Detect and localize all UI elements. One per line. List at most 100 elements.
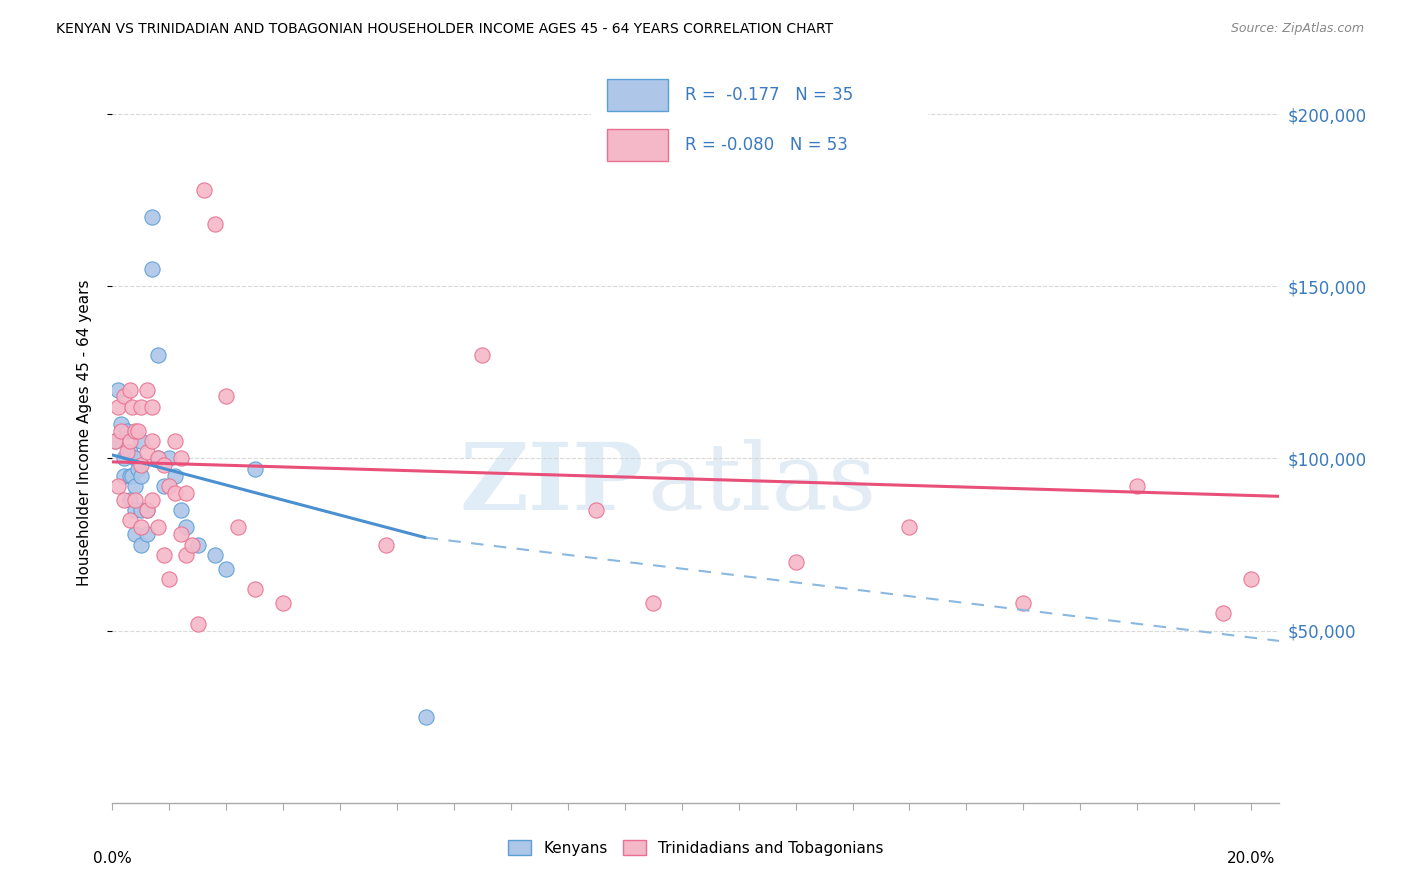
Point <box>124 451 146 466</box>
Text: 0.0%: 0.0% <box>93 851 132 866</box>
Point <box>118 444 141 458</box>
Point <box>471 348 494 362</box>
Point <box>112 468 135 483</box>
Point <box>141 262 163 277</box>
Point <box>585 503 607 517</box>
Point <box>124 424 146 438</box>
Point <box>118 434 141 449</box>
Point <box>243 462 266 476</box>
Point <box>146 451 169 466</box>
Point <box>1126 479 1149 493</box>
Text: KENYAN VS TRINIDADIAN AND TOBAGONIAN HOUSEHOLDER INCOME AGES 45 - 64 YEARS CORRE: KENYAN VS TRINIDADIAN AND TOBAGONIAN HOU… <box>56 22 834 37</box>
Point <box>141 434 163 449</box>
Point <box>127 424 149 438</box>
Point <box>415 709 437 723</box>
Point <box>165 468 187 483</box>
Point <box>152 479 174 493</box>
Point <box>124 479 146 493</box>
Point <box>124 492 146 507</box>
Text: atlas: atlas <box>647 440 876 530</box>
Point <box>1012 596 1035 610</box>
Point <box>129 537 152 551</box>
Point <box>226 520 249 534</box>
Point <box>898 520 921 534</box>
Point <box>118 468 141 483</box>
Point <box>124 527 146 541</box>
Point <box>107 400 129 414</box>
Point <box>176 548 198 562</box>
Point <box>157 479 180 493</box>
Point <box>118 492 141 507</box>
Point <box>129 434 152 449</box>
Text: R = -0.080   N = 53: R = -0.080 N = 53 <box>685 136 848 153</box>
Point <box>118 383 141 397</box>
Point <box>135 444 157 458</box>
Point <box>785 555 807 569</box>
Point <box>118 513 141 527</box>
Point <box>124 503 146 517</box>
Point <box>146 348 169 362</box>
Point <box>374 537 396 551</box>
Point <box>215 389 238 403</box>
FancyBboxPatch shape <box>583 60 935 181</box>
Legend: Kenyans, Trinidadians and Tobagonians: Kenyans, Trinidadians and Tobagonians <box>502 834 890 862</box>
Point <box>141 211 163 225</box>
Point <box>146 451 169 466</box>
Point <box>1240 572 1263 586</box>
Point <box>157 572 180 586</box>
Point <box>127 462 149 476</box>
Point <box>104 434 127 449</box>
Point <box>204 217 226 231</box>
Point <box>115 444 138 458</box>
Point <box>170 503 193 517</box>
Point <box>141 400 163 414</box>
Point <box>170 527 193 541</box>
Point <box>157 451 180 466</box>
Point <box>152 548 174 562</box>
Point <box>129 520 152 534</box>
Point <box>187 616 209 631</box>
Point <box>135 383 157 397</box>
Point <box>135 503 157 517</box>
Point <box>107 479 129 493</box>
Point <box>176 520 198 534</box>
Point <box>121 400 143 414</box>
Point <box>181 537 204 551</box>
Point <box>141 492 163 507</box>
Point <box>204 548 226 562</box>
FancyBboxPatch shape <box>607 128 668 161</box>
Text: ZIP: ZIP <box>460 440 644 530</box>
Point <box>129 468 152 483</box>
Text: Source: ZipAtlas.com: Source: ZipAtlas.com <box>1230 22 1364 36</box>
Y-axis label: Householder Income Ages 45 - 64 years: Householder Income Ages 45 - 64 years <box>77 279 91 586</box>
Point <box>112 492 135 507</box>
Point <box>193 183 215 197</box>
Point <box>152 458 174 473</box>
Point <box>135 527 157 541</box>
Text: R =  -0.177   N = 35: R = -0.177 N = 35 <box>685 86 853 103</box>
Point <box>165 434 187 449</box>
Point <box>135 503 157 517</box>
Point <box>129 458 152 473</box>
Point <box>129 400 152 414</box>
Point <box>121 468 143 483</box>
Point <box>643 596 665 610</box>
Point <box>165 486 187 500</box>
Point <box>112 451 135 466</box>
Point <box>115 424 138 438</box>
Point <box>129 503 152 517</box>
Point <box>170 451 193 466</box>
FancyBboxPatch shape <box>607 78 668 112</box>
Point <box>243 582 266 597</box>
Point <box>110 424 132 438</box>
Point <box>110 417 132 431</box>
Point <box>112 389 135 403</box>
Point <box>146 520 169 534</box>
Point <box>187 537 209 551</box>
Point <box>107 383 129 397</box>
Text: 20.0%: 20.0% <box>1227 851 1275 866</box>
Point <box>271 596 294 610</box>
Point <box>104 434 127 449</box>
Point <box>176 486 198 500</box>
Point <box>1212 607 1234 621</box>
